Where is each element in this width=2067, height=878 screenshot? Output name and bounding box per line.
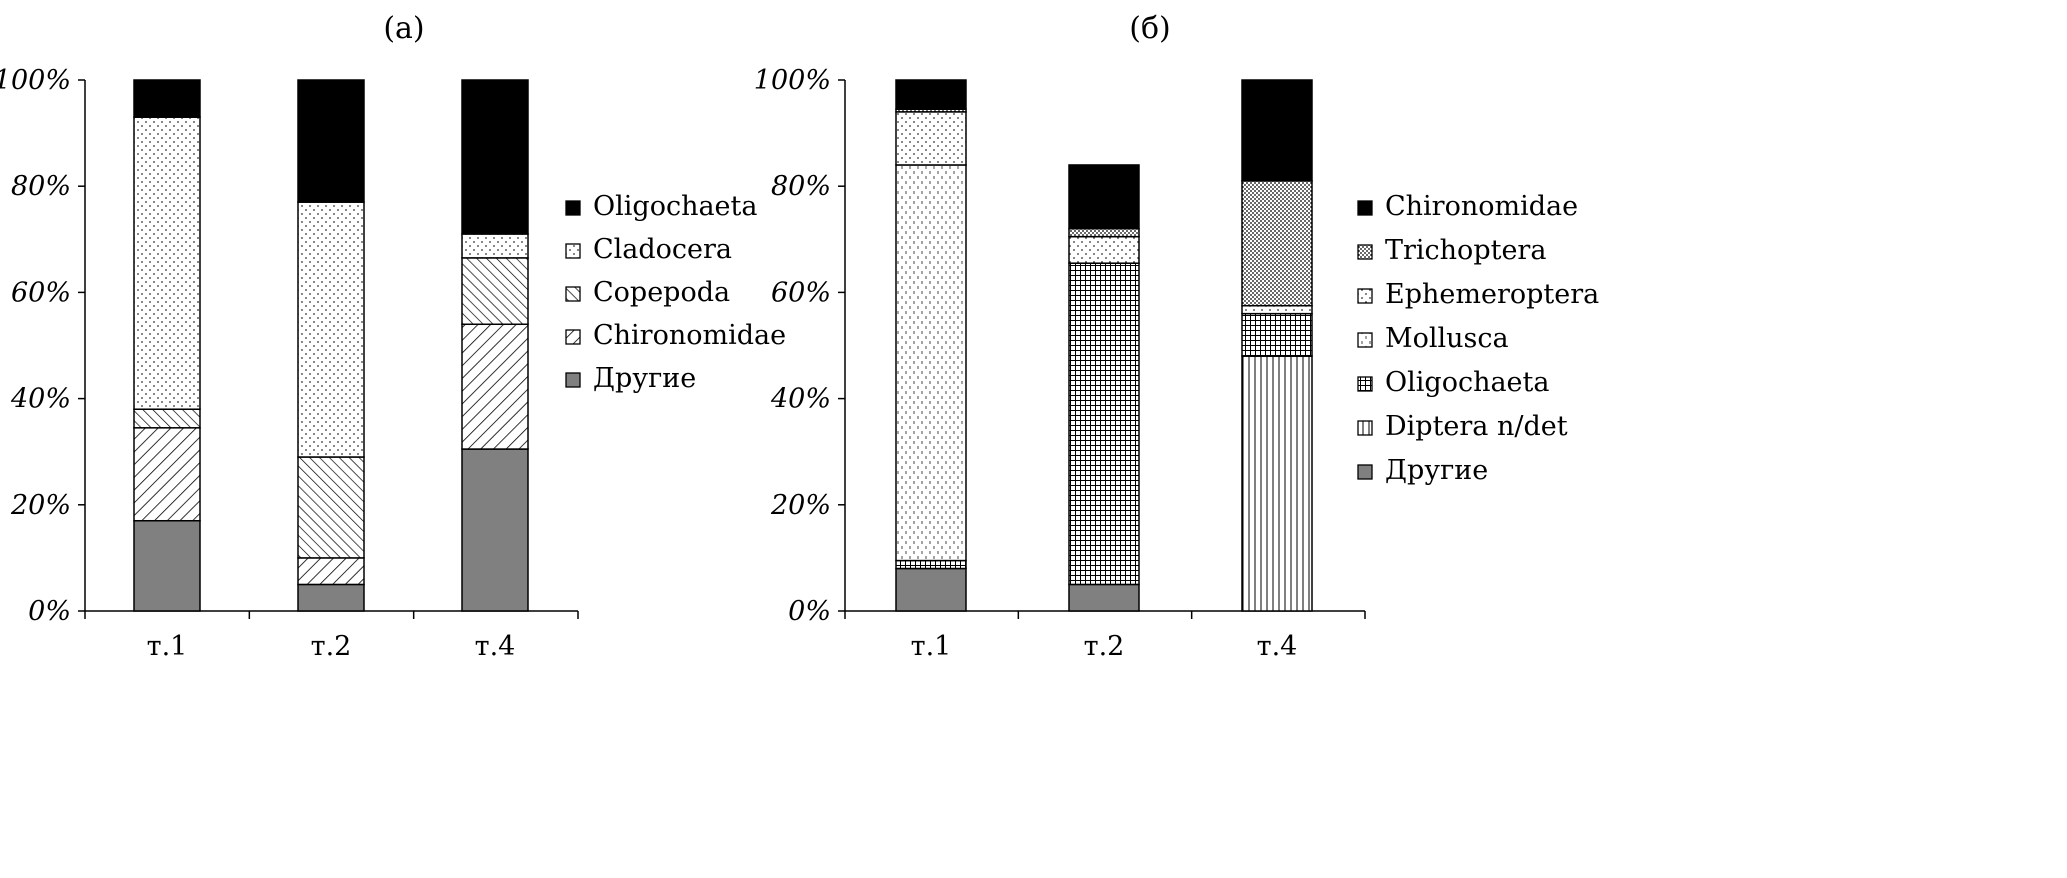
y-tick-label: 20% — [770, 490, 831, 521]
bar-segment-chironomidae-1 — [133, 427, 201, 522]
bar-segment-trichoptera-3 — [1241, 180, 1313, 307]
chart-title: (б) — [1129, 11, 1170, 46]
legend-swatch — [1357, 200, 1373, 216]
x-tick-label: т.1 — [147, 631, 188, 662]
bar-segment-ephemeroptera-2 — [1068, 235, 1140, 264]
x-tick-label: т.1 — [911, 631, 952, 662]
x-tick-label: т.2 — [311, 631, 352, 662]
y-tick-label: 60% — [771, 277, 831, 308]
y-tick-label: 60% — [11, 277, 71, 308]
legend-swatch — [565, 200, 581, 216]
legend-swatch — [1357, 464, 1373, 480]
legend-swatch — [1357, 332, 1373, 348]
bar-segment-diptera-n-det-3 — [1241, 355, 1313, 612]
bar-segment-cladocera-3 — [461, 233, 529, 259]
bar-segment-oligochaeta-2 — [1068, 262, 1140, 586]
legend-swatch — [565, 372, 581, 388]
y-tick-label: 40% — [10, 384, 71, 415]
y-tick-label: 100% — [754, 65, 831, 96]
bar-segment-ephemeroptera-3 — [1241, 304, 1313, 315]
legend-swatch — [565, 329, 581, 345]
legend-swatch — [565, 286, 581, 302]
legend-swatch — [565, 243, 581, 259]
bar-segment-copepoda-2 — [297, 456, 365, 559]
legend-label: Oligochaeta — [593, 191, 757, 222]
bar-segment-chironomidae-1 — [895, 79, 967, 110]
legend-label: Другие — [593, 363, 696, 394]
y-tick-label: 0% — [788, 596, 831, 627]
legend-label: Chironomidae — [593, 320, 786, 351]
charts-root: (а) 0% 20% 40% 60% 80% 100% т.1 т.2 т.4 Oligochaet… — [0, 11, 1599, 662]
legend-swatch — [1357, 244, 1373, 260]
y-tick-label: 0% — [28, 596, 71, 627]
bar-segment-oligochaeta-1 — [895, 559, 967, 570]
legend-label: Oligochaeta — [1385, 367, 1549, 398]
bar-segment-copepoda-3 — [461, 257, 529, 326]
bar-segment-cladocera-1 — [133, 116, 201, 410]
x-tick-label: т.4 — [475, 631, 516, 662]
chart-panel-2: (б) 0% 20% 40% 60% 80% 100% т.1 т.2 т.4 Chironomid… — [754, 11, 1599, 662]
legend-label: Diptera n/det — [1385, 411, 1568, 442]
bar-segment-chironomidae-3 — [461, 323, 529, 450]
bar-segment-другие-1 — [895, 567, 967, 612]
bar-segment-oligochaeta-3 — [461, 79, 529, 235]
legend-swatch — [1357, 420, 1373, 436]
y-tick-label: 20% — [10, 490, 71, 521]
legend-swatch — [1357, 288, 1373, 304]
bar-segment-другие-2 — [1068, 583, 1140, 612]
bar-segment-chironomidae-2 — [1068, 164, 1140, 230]
x-tick-label: т.2 — [1084, 631, 1125, 662]
y-tick-label: 40% — [770, 384, 831, 415]
x-tick-label: т.4 — [1257, 631, 1298, 662]
chart-title: (а) — [383, 11, 424, 46]
bar-segment-другие-1 — [133, 519, 201, 612]
bar-segment-ephemeroptera-1 — [895, 111, 967, 166]
bar-segment-cladocera-2 — [297, 201, 365, 458]
legend-label: Cladocera — [593, 234, 732, 265]
y-tick-label: 100% — [0, 65, 71, 96]
y-tick-label: 80% — [771, 171, 831, 202]
legend-label: Copepoda — [593, 277, 730, 308]
legend-label: Ephemeroptera — [1385, 279, 1599, 310]
bar-segment-mollusca-1 — [895, 164, 967, 562]
legend-label: Chironomidae — [1385, 191, 1578, 222]
bar-segment-chironomidae-3 — [1241, 79, 1313, 182]
chart-panel-1: (а) 0% 20% 40% 60% 80% 100% т.1 т.2 т.4 Oligochaet… — [0, 11, 786, 662]
bar-segment-другие-3 — [461, 448, 529, 612]
legend-label: Другие — [1385, 455, 1488, 486]
y-tick-label: 80% — [11, 171, 71, 202]
legend-label: Trichoptera — [1385, 235, 1546, 266]
bar-segment-copepoda-1 — [133, 408, 201, 429]
bar-segment-trichoptera-2 — [1068, 227, 1140, 238]
legend-label: Mollusca — [1385, 323, 1509, 354]
bar-segment-oligochaeta-2 — [297, 79, 365, 203]
legend-swatch — [1357, 376, 1373, 392]
bar-segment-другие-2 — [297, 583, 365, 612]
bar-segment-oligochaeta-3 — [1241, 312, 1313, 357]
bar-segment-oligochaeta-1 — [133, 79, 201, 118]
bar-segment-chironomidae-2 — [297, 557, 365, 586]
